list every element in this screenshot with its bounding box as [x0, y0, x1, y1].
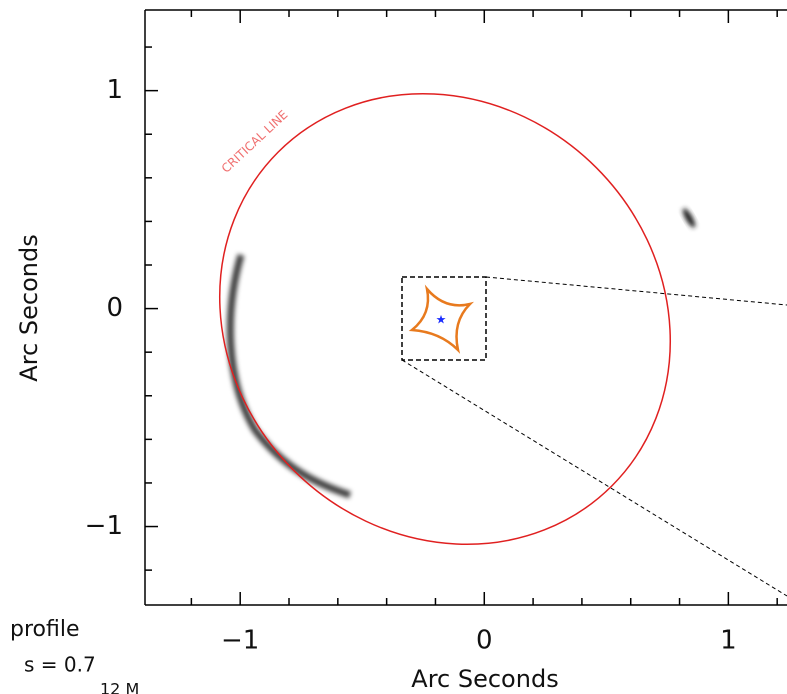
x-tick-label: 0: [476, 626, 493, 656]
zoom-line: [401, 359, 787, 597]
side-text: s = 0.7: [24, 653, 96, 677]
critical-line-label: CRITICAL LINE: [219, 108, 291, 176]
x-axis-title: Arc Seconds: [411, 665, 558, 693]
x-tick-label: −1: [221, 626, 259, 656]
source-star: ★: [436, 313, 447, 327]
lensed-image: [682, 208, 696, 228]
lensed-arc: [226, 254, 352, 499]
y-axis-title: Arc Seconds: [15, 234, 43, 381]
y-tick-label: 0: [106, 293, 123, 323]
plot-area: −1 0 1 −1 0 1: [85, 9, 787, 656]
side-text: 12 M: [100, 680, 139, 694]
zoom-line: [485, 276, 787, 306]
caustic: [408, 284, 475, 354]
side-text: profile: [10, 617, 80, 642]
y-tick-label: 1: [106, 75, 123, 105]
zoom-box: [401, 276, 487, 361]
critical-line: [218, 92, 672, 546]
x-tick-label: 1: [720, 626, 737, 656]
y-tick-label: −1: [85, 511, 123, 541]
